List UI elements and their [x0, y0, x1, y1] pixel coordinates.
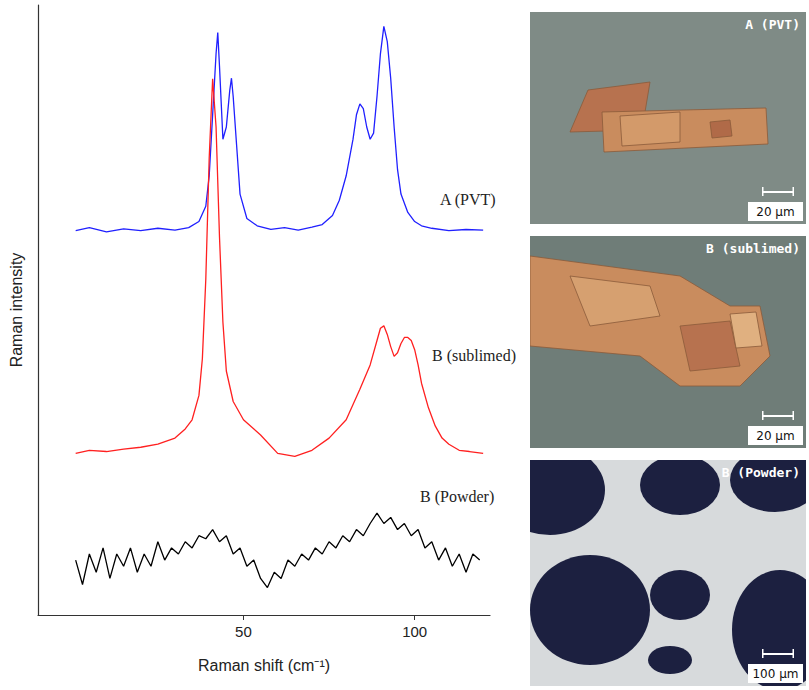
svg-text:20 μm: 20 μm — [756, 429, 794, 443]
svg-text:Raman shift (cm⁻¹): Raman shift (cm⁻¹) — [198, 657, 330, 674]
svg-text:A (PVT): A (PVT) — [745, 17, 800, 32]
svg-text:100: 100 — [402, 623, 427, 640]
svg-text:20 μm: 20 μm — [756, 205, 794, 219]
svg-text:A (PVT): A (PVT) — [440, 191, 496, 209]
svg-text:B (Powder): B (Powder) — [420, 488, 494, 506]
svg-text:Raman intensity: Raman intensity — [8, 253, 25, 368]
svg-text:100 μm: 100 μm — [752, 667, 798, 681]
svg-text:B (sublimed): B (sublimed) — [432, 347, 516, 365]
svg-text:50: 50 — [235, 623, 252, 640]
svg-text:B (sublimed): B (sublimed) — [706, 241, 800, 256]
svg-text:B (Powder): B (Powder) — [722, 465, 800, 480]
